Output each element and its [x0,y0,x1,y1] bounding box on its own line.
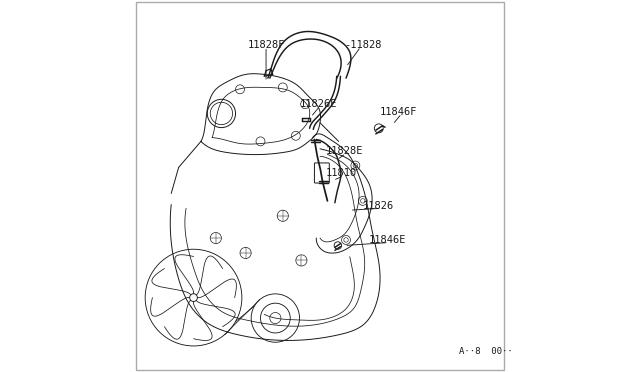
Text: A··8  00··: A··8 00·· [460,347,513,356]
Text: 11826E: 11826E [300,99,337,109]
Text: 11826: 11826 [363,202,394,211]
Text: 11846F: 11846F [380,107,417,116]
Text: 11828F: 11828F [248,40,285,49]
Text: 11846E: 11846E [369,235,406,245]
Text: -11828: -11828 [344,40,381,49]
Text: 11828E: 11828E [326,146,363,155]
Text: 11810: 11810 [326,168,357,178]
